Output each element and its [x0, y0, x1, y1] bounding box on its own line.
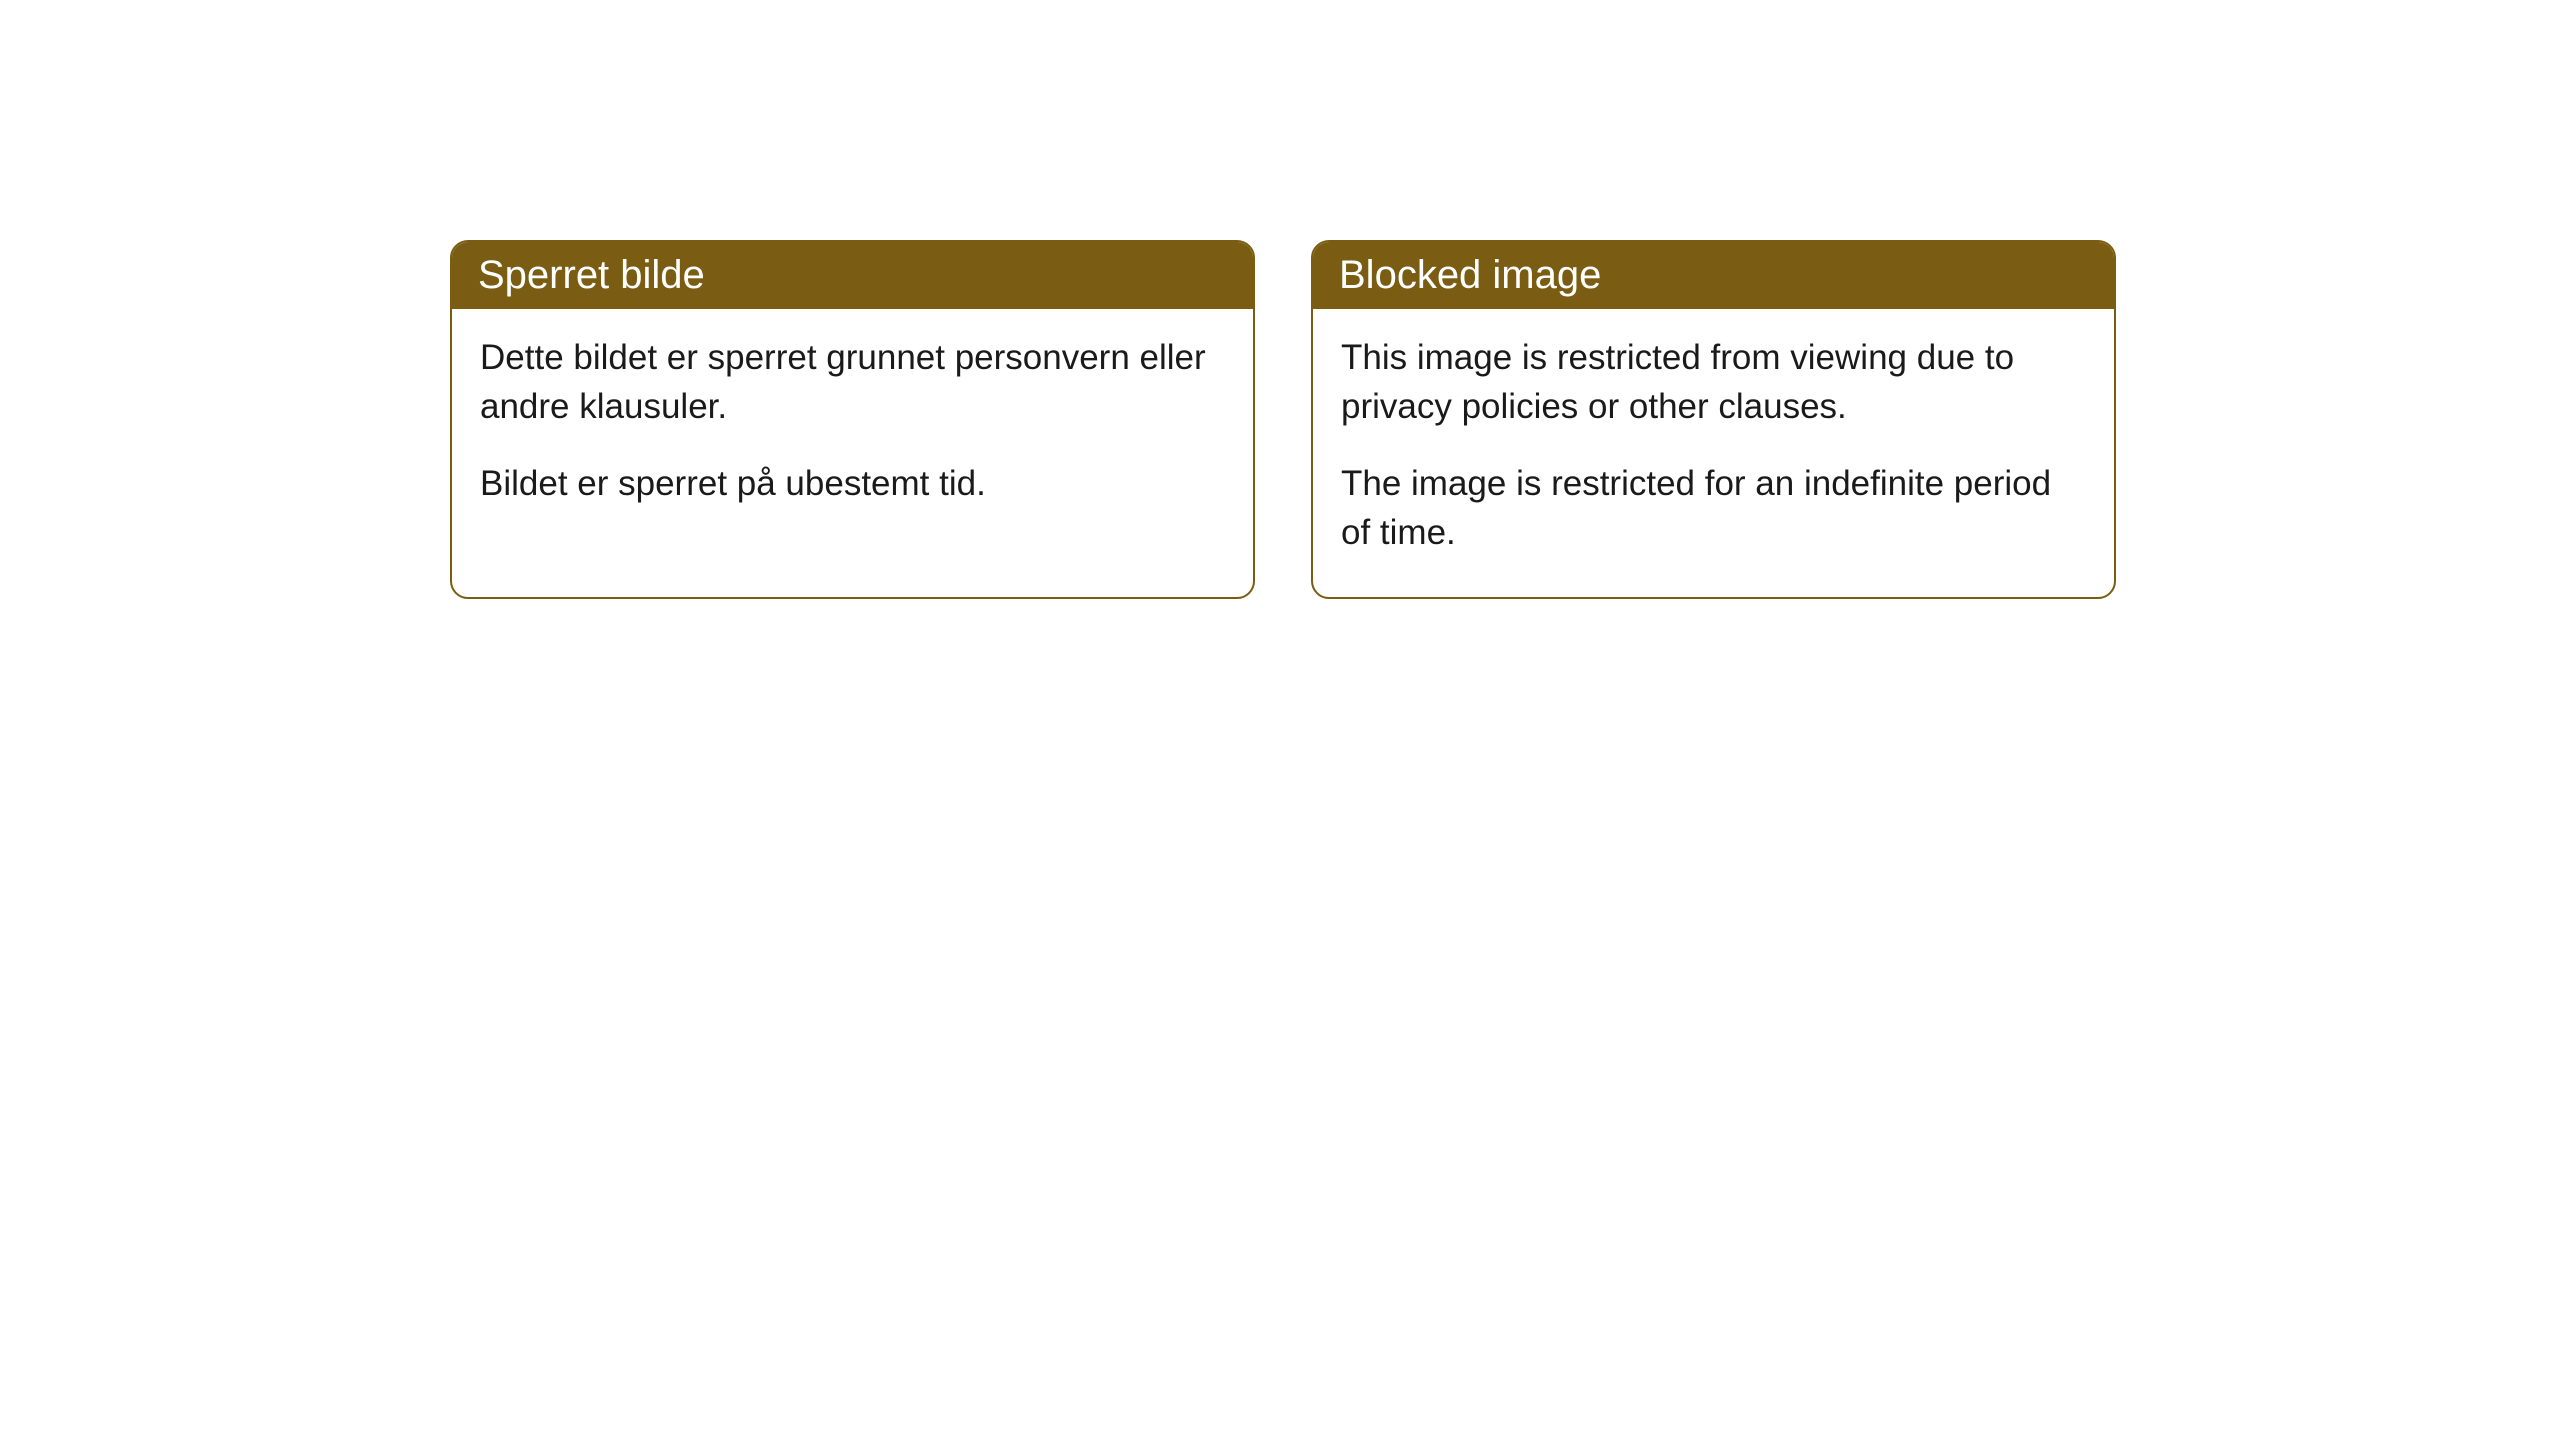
card-title: Blocked image [1339, 253, 1601, 297]
card-body-english: This image is restricted from viewing du… [1313, 309, 2114, 597]
card-paragraph: This image is restricted from viewing du… [1341, 333, 2086, 431]
card-body-norwegian: Dette bildet er sperret grunnet personve… [452, 309, 1253, 548]
card-paragraph: The image is restricted for an indefinit… [1341, 459, 2086, 557]
card-header-norwegian: Sperret bilde [452, 242, 1253, 309]
notice-container: Sperret bilde Dette bildet er sperret gr… [450, 240, 2116, 599]
blocked-image-card-english: Blocked image This image is restricted f… [1311, 240, 2116, 599]
card-header-english: Blocked image [1313, 242, 2114, 309]
card-paragraph: Bildet er sperret på ubestemt tid. [480, 459, 1225, 508]
card-title: Sperret bilde [478, 253, 705, 297]
blocked-image-card-norwegian: Sperret bilde Dette bildet er sperret gr… [450, 240, 1255, 599]
card-paragraph: Dette bildet er sperret grunnet personve… [480, 333, 1225, 431]
